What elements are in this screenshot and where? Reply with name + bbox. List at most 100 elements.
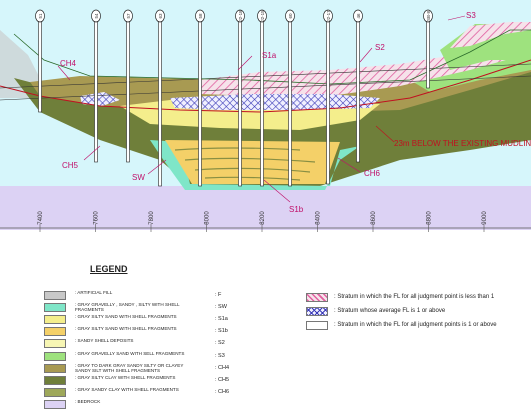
borehole-shaft xyxy=(260,19,264,187)
tag-s2: S2 xyxy=(359,43,385,63)
fl-legend-description: : Stratum in which the FL for all judgme… xyxy=(334,294,495,300)
legend-description: : GRAY TO DARK GRAY SANDY SILTY OR CLAYE… xyxy=(75,362,184,373)
mudline-callout: 23m BELOW THE EXISTING MUDLINE xyxy=(375,125,531,148)
borehole-shaft xyxy=(238,19,242,187)
borehole: 54 xyxy=(91,9,101,163)
x-axis-tick-label: 8400 xyxy=(316,211,322,225)
borehole: 51 xyxy=(35,9,45,113)
legend-item: : GRAY GRAVELLY SAND WITH SELL FRAGMENTS… xyxy=(44,351,294,363)
legend-description: : SANDY SHELL DEPOSITS xyxy=(75,338,134,344)
borehole-head-marker xyxy=(257,9,267,23)
tag-sw: SW xyxy=(132,159,167,182)
borehole-head-marker xyxy=(423,9,433,23)
borehole-shaft xyxy=(426,19,430,89)
mudline-label: 23m BELOW THE EXISTING MUDLINE xyxy=(394,139,531,148)
borehole-head-marker xyxy=(285,9,295,23)
legend-item: : GRAY TO DARK GRAY SANDY SILTY OR CLAYE… xyxy=(44,363,294,375)
borehole-label: SB-8 xyxy=(426,11,431,22)
tag-ch6-text: CH6 xyxy=(364,169,381,178)
borehole-label: 58 xyxy=(198,13,203,19)
tag-s3-text: S3 xyxy=(466,11,476,20)
borehole-label: 51 xyxy=(38,13,43,19)
legend-code: : S1b xyxy=(215,328,228,335)
left-bank-fill xyxy=(0,30,44,98)
borehole-shaft xyxy=(126,19,130,163)
legend-code: : S1a xyxy=(215,316,228,323)
fl-legend-item: : Stratum in which the FL for all judgme… xyxy=(306,293,531,304)
tag-s1a-text: S1a xyxy=(262,51,277,60)
borehole: 60 xyxy=(285,9,295,187)
fl-legend-swatch xyxy=(306,321,328,330)
legend-swatch xyxy=(44,327,66,337)
legend-code: : S3 xyxy=(215,352,225,359)
tag-ch5: CH5 xyxy=(62,145,101,170)
borehole: J2-18 xyxy=(235,9,245,187)
borehole-shaft xyxy=(158,19,162,187)
borehole-label: J2-18 xyxy=(238,10,243,22)
legend-title: LEGEND xyxy=(90,264,128,274)
legend-description: : GRAY GRAVELLY , SANDY , SILTY WITH SHE… xyxy=(75,302,180,313)
borehole-label: J2-15 xyxy=(260,10,265,22)
legend-code: : F xyxy=(215,292,222,298)
tag-sw-text: SW xyxy=(132,173,145,182)
borehole: J2-15 xyxy=(257,9,267,187)
x-axis-tick-label: 7600 xyxy=(94,211,100,225)
legend-description: : GRAY GRAVELLY SAND WITH SELL FRAGMENTS xyxy=(75,350,185,356)
legend-swatch xyxy=(44,291,66,300)
borehole-label: 63 xyxy=(158,13,163,19)
fl-legend-item: : Stratum whose average FL is 1 or above xyxy=(306,307,531,318)
legend-description: : GRAY SANDY CLAY WITH SHELL FRAGMENTS xyxy=(75,386,179,392)
borehole-head-marker xyxy=(123,9,133,23)
borehole-shaft xyxy=(38,19,42,113)
legend-description: : GRAY SILTY SAND WITH SHELL FRAGMENTS xyxy=(75,314,177,320)
borehole-label: 57 xyxy=(126,13,131,19)
tag-ch5-text: CH5 xyxy=(62,161,79,170)
legend-code: : CH6 xyxy=(215,388,230,395)
tag-s3: S3 xyxy=(447,11,476,21)
right-bank-hatch xyxy=(450,22,531,48)
x-axis-tick-label: 8200 xyxy=(260,211,266,225)
tag-ch4-text: CH4 xyxy=(60,59,77,68)
bedrock-base xyxy=(0,186,531,230)
borehole: SB-8 xyxy=(423,9,433,89)
borehole-shaft xyxy=(356,19,360,163)
legend-code: : SW xyxy=(215,304,227,311)
borehole: 46 xyxy=(353,9,363,163)
borehole-head-marker xyxy=(91,9,101,23)
legend-code: : CH5 xyxy=(215,376,230,383)
legend-swatch xyxy=(44,363,66,373)
borehole-shaft xyxy=(288,19,292,187)
borehole-label: 54 xyxy=(94,13,99,19)
legend-swatch xyxy=(44,339,66,349)
legend-swatch xyxy=(44,375,66,385)
legend-item: : GRAY SILTY CLAY WITH SHELL FRAGMENTS : … xyxy=(44,375,294,387)
borehole-head-marker xyxy=(155,9,165,23)
legend-code: : CH4 xyxy=(215,364,230,371)
x-axis-tick-label: 8600 xyxy=(371,211,377,225)
legend-description: : GRAY SILTY CLAY WITH SHELL FRAGMENTS xyxy=(75,374,176,380)
tag-s1b-text: S1b xyxy=(289,205,304,214)
legend-item: : GRAY SILTY SAND WITH SHELL FRAGMENTS : … xyxy=(44,326,294,338)
legend-description: : GRAY SILTY SAND WITH SHELL FRAGMENTS xyxy=(75,326,177,332)
borehole-head-marker xyxy=(195,9,205,23)
borehole-shaft xyxy=(198,19,202,187)
existing-mudline xyxy=(0,59,531,113)
legend-description: : BEDROCK xyxy=(75,398,101,404)
legend-swatch xyxy=(44,399,66,409)
legend-item: : ARTIFICIAL FILL: F xyxy=(44,290,294,302)
x-axis-tick-label: 7400 xyxy=(38,211,44,225)
x-axis-tick-label: 9000 xyxy=(482,211,488,225)
legend-item: : GRAY SANDY CLAY WITH SHELL FRAGMENTS : … xyxy=(44,387,294,399)
tag-ch4: CH4 xyxy=(57,59,77,81)
borehole: J2-17 xyxy=(323,9,333,185)
borehole: 58 xyxy=(195,9,205,187)
design-line-upper xyxy=(0,63,531,89)
borehole-head-marker xyxy=(35,9,45,23)
legend-code: : S2 xyxy=(215,340,225,347)
borehole-shaft xyxy=(326,19,330,185)
legend-item: : SANDY SHELL DEPOSITS : S2 xyxy=(44,338,294,350)
fl-legend-item: : Stratum in which the FL for all judgme… xyxy=(306,321,531,332)
legend-swatch xyxy=(44,351,66,361)
tag-ch6: CH6 xyxy=(337,157,381,178)
x-axis-tick-label: 7800 xyxy=(149,211,155,225)
